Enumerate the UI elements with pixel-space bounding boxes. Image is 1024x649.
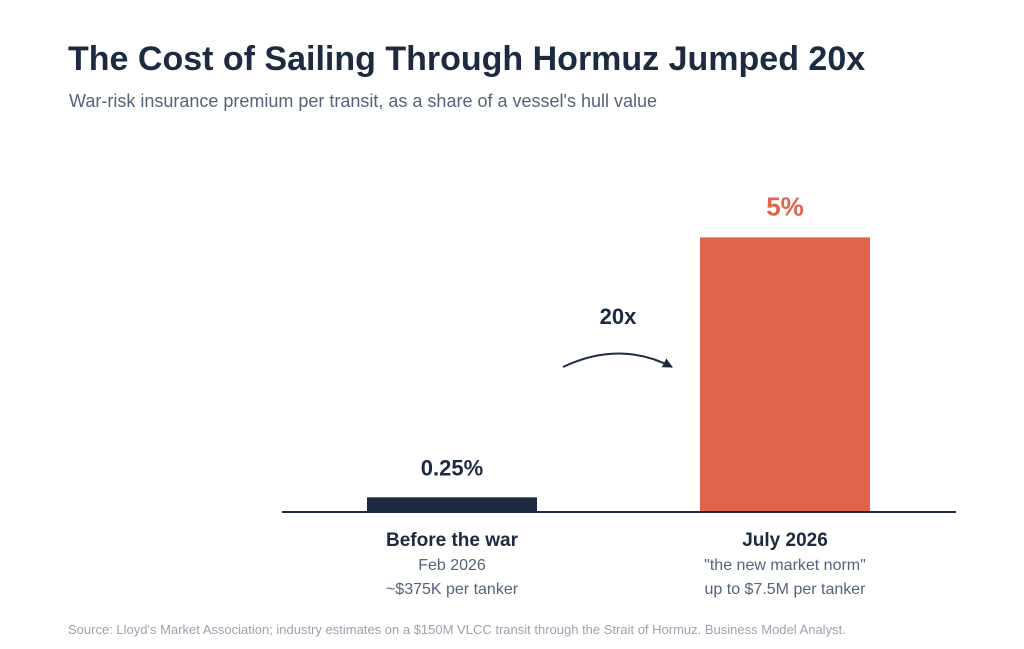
chart-title: The Cost of Sailing Through Hormuz Jumpe… [68, 40, 866, 78]
category-before-war: Before the war Feb 2026 ~$375K per tanke… [302, 528, 602, 602]
source-note: Source: Lloyd's Market Association; indu… [68, 622, 846, 637]
growth-arrow [562, 352, 673, 368]
bar-value-label: 0.25% [421, 455, 483, 480]
bar-value-label: 5% [766, 191, 804, 221]
category-note: "the new market norm" [704, 557, 866, 574]
category-july-2026: July 2026 "the new market norm" up to $7… [635, 528, 935, 602]
category-cost: ~$375K per tanker [385, 581, 519, 598]
bar-before-war [367, 497, 537, 511]
chart-subtitle: War-risk insurance premium per transit, … [69, 91, 657, 111]
category-cost: up to $7.5M per tanker [704, 581, 866, 598]
bar-series: 0.25% 5% [367, 191, 870, 511]
category-label: July 2026 [742, 530, 828, 551]
category-label: Before the war [386, 530, 518, 551]
category-date: Feb 2026 [418, 557, 486, 574]
growth-annotation: 20x [600, 304, 637, 329]
bar-july-2026 [700, 237, 870, 511]
